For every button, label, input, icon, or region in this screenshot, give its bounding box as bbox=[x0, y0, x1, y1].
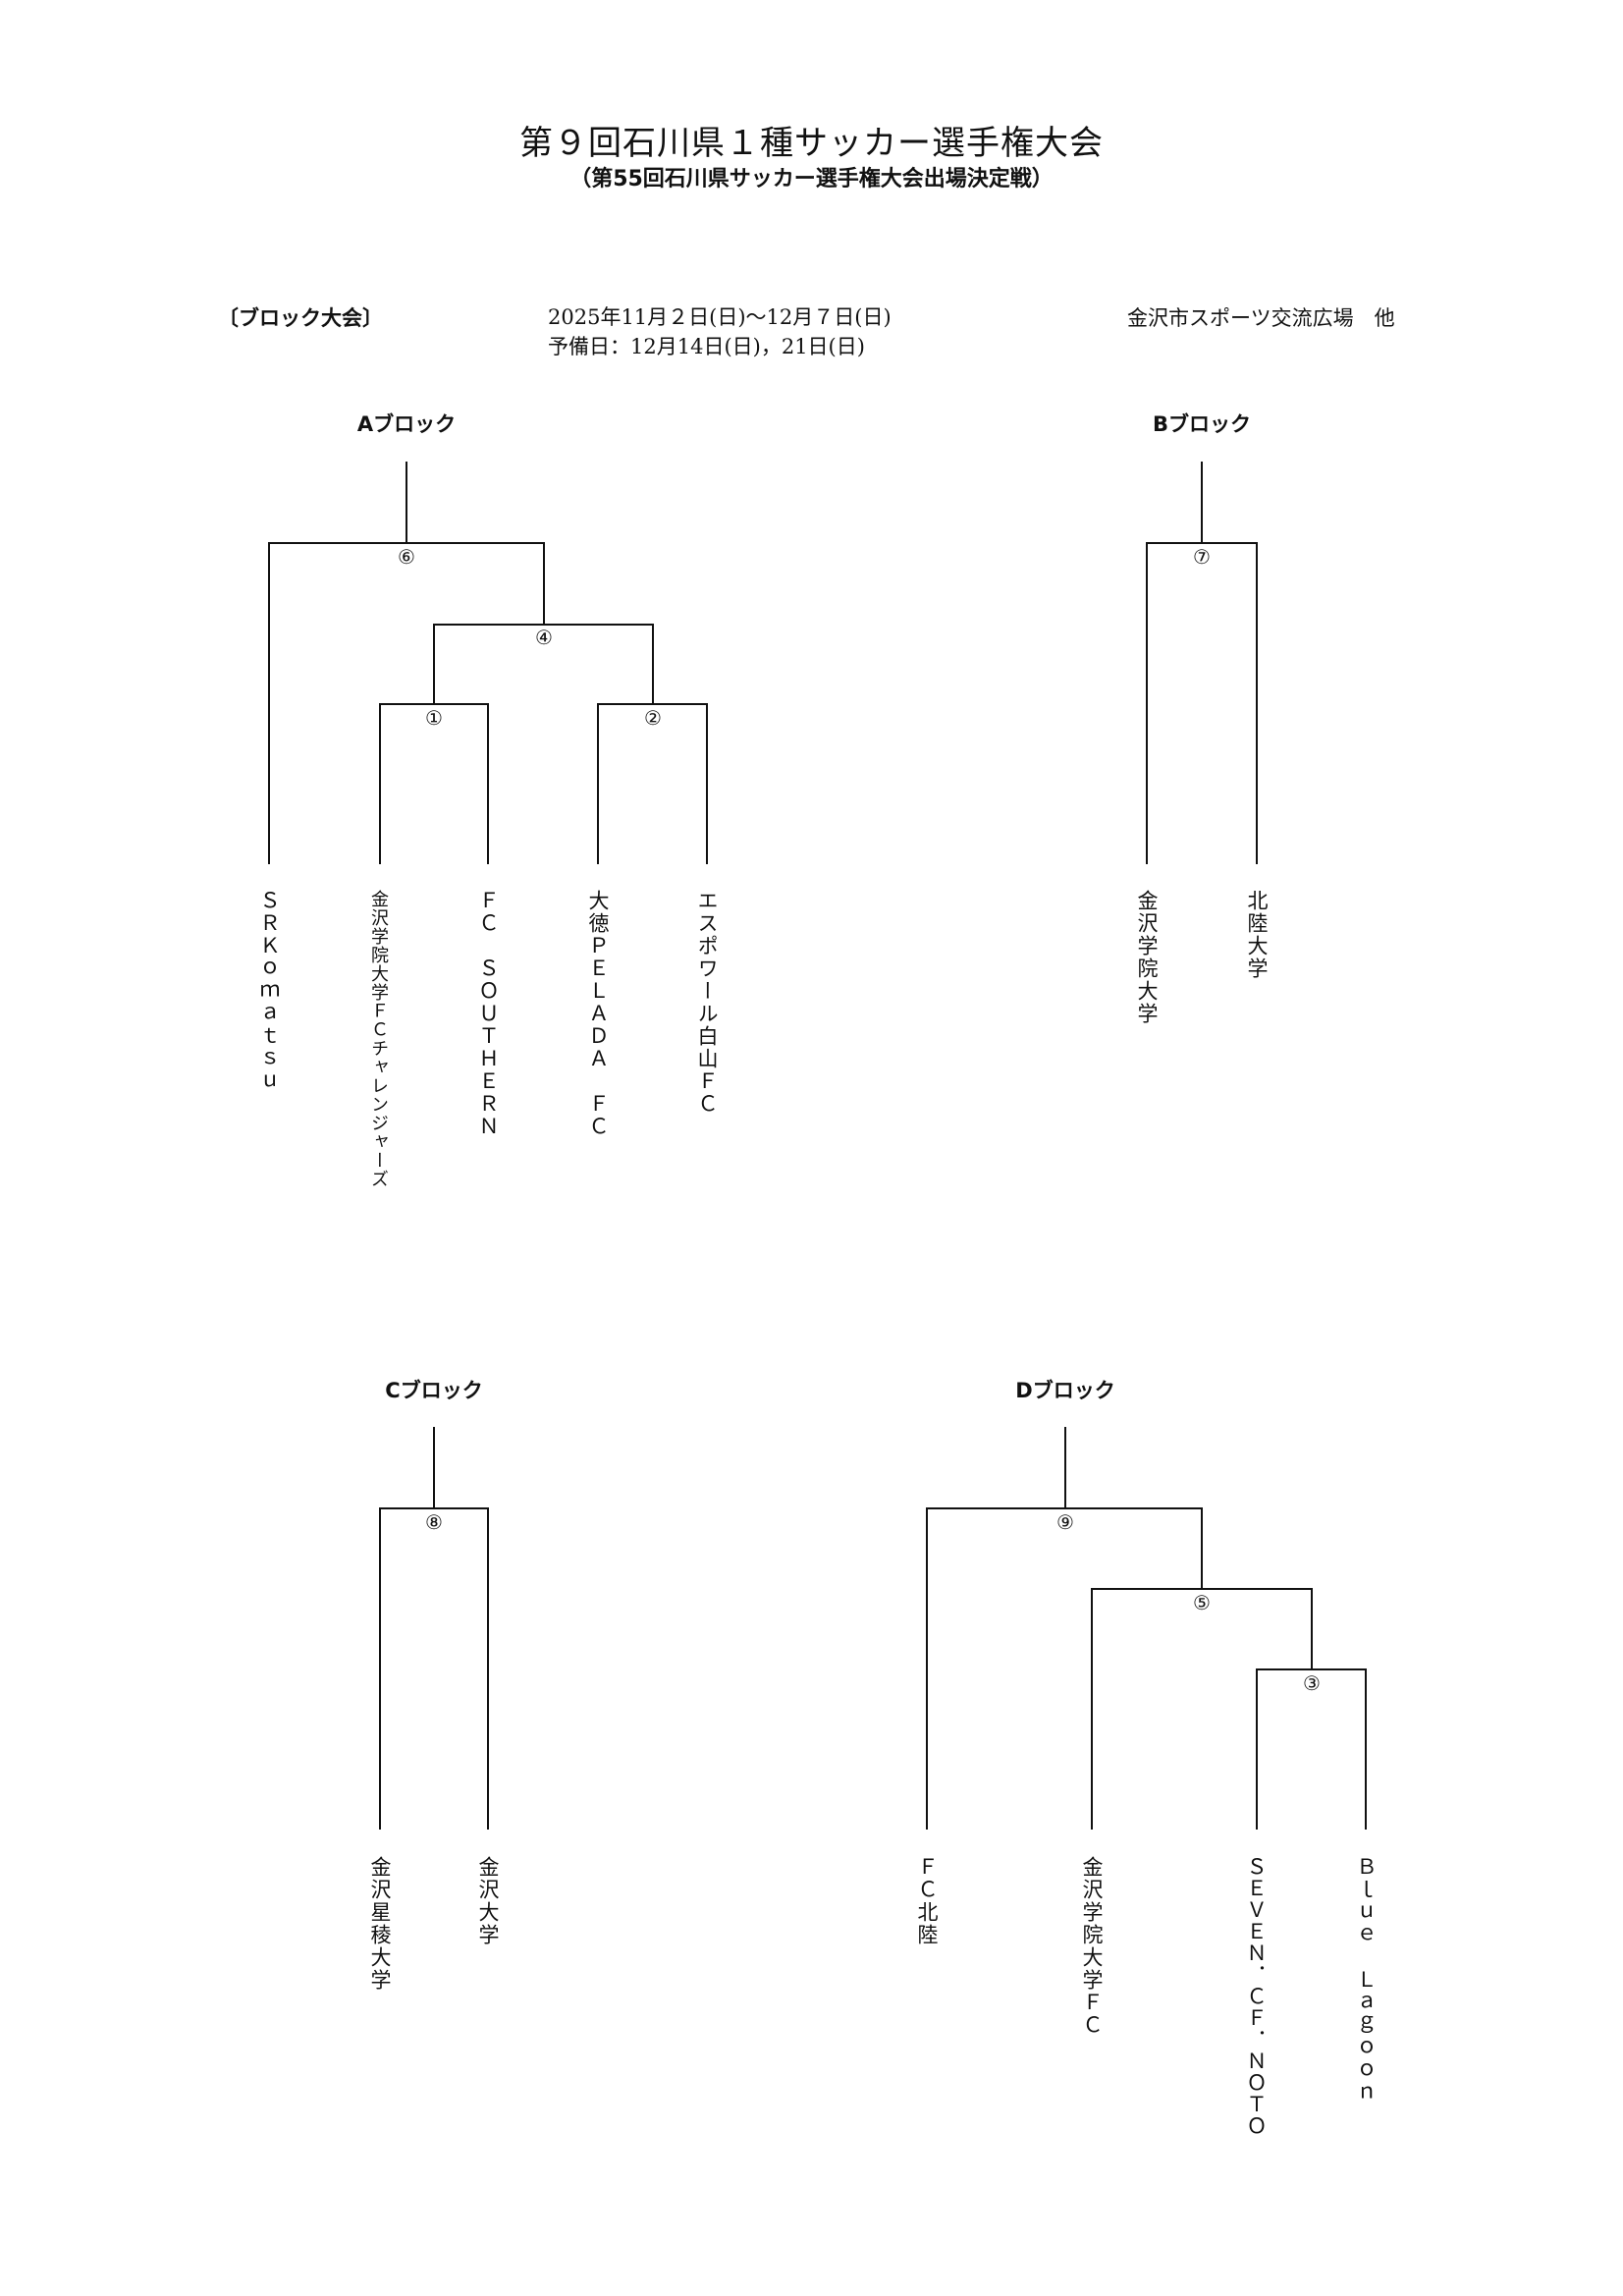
team-espoir-hakusan-fc: エスポワール白山ＦＣ bbox=[695, 890, 719, 1116]
dates-reserve: 予備日：12月14日(日)，21日(日) bbox=[548, 335, 865, 358]
team-blue-lagoon: Ｂｌｕｅ Ｌａｇｏｏｎ bbox=[1354, 1856, 1378, 2105]
match-number-d5: ⑤ bbox=[1193, 1591, 1211, 1614]
b-match7-bracket bbox=[1146, 542, 1258, 864]
venue: 金沢市スポーツ交流広場 他 bbox=[1127, 306, 1395, 330]
team-daitoku-pelada-fc: 大徳ＰＥＬＡＤＡ ＦＣ bbox=[586, 890, 610, 1138]
a-match1-bracket bbox=[379, 703, 489, 864]
team-kanazawa-gakuin-fc-challengers: 金沢学院大学ＦＣチャレンジャーズ bbox=[368, 890, 389, 1188]
a-match4-bracket bbox=[433, 624, 654, 704]
match-number-a6: ⑥ bbox=[398, 545, 415, 569]
team-hokuriku-univ: 北陸大学 bbox=[1245, 890, 1269, 980]
block-a-heading: Aブロック bbox=[356, 412, 457, 436]
match-number-a4: ④ bbox=[535, 626, 553, 649]
team-kanazawa-seiryo-univ: 金沢星稜大学 bbox=[368, 1856, 392, 1992]
d-match5-bracket bbox=[1091, 1588, 1313, 1830]
a-match2-bracket bbox=[597, 703, 708, 864]
team-kanazawa-univ: 金沢大学 bbox=[476, 1856, 500, 1946]
match-number-b7: ⑦ bbox=[1193, 545, 1211, 569]
team-seven-cf-noto: ＳＥＶＥＮ．ＣＦ．ＮＯＴＯ bbox=[1244, 1856, 1268, 2137]
page-subtitle: （第55回石川県サッカー選手権大会出場決定戦） bbox=[569, 167, 1054, 191]
team-kanazawa-gakuin-univ: 金沢学院大学 bbox=[1135, 890, 1159, 1025]
block-b-heading: Bブロック bbox=[1152, 412, 1251, 436]
match-number-d9: ⑨ bbox=[1056, 1510, 1074, 1534]
match-number-a1: ① bbox=[425, 706, 443, 730]
team-srkomatsu: ＳＲＫｏｍａｔｓｕ bbox=[257, 890, 281, 1093]
d-match9-bracket bbox=[926, 1507, 1203, 1830]
tournament-dates: 2025年11月２日(日)～12月７日(日) 予備日：12月14日(日)，21日… bbox=[548, 302, 892, 361]
d-match3-bracket bbox=[1256, 1668, 1367, 1830]
section-label: 〔ブロック大会〕 bbox=[218, 306, 383, 330]
team-kanazawa-gakuin-univ-fc: 金沢学院大学ＦＣ bbox=[1080, 1856, 1104, 2037]
page-title: 第９回石川県１種サッカー選手権大会 bbox=[519, 124, 1104, 163]
team-fc-hokuriku: ＦＣ北陸 bbox=[915, 1856, 939, 1946]
dates-main: 2025年11月２日(日)～12月７日(日) bbox=[548, 305, 892, 329]
team-fc-southern: ＦＣ ＳＯＵＴＨＥＲＮ bbox=[476, 890, 500, 1138]
block-d-heading: Dブロック bbox=[1015, 1379, 1115, 1402]
a-match6-bracket bbox=[268, 542, 545, 864]
match-number-a2: ② bbox=[644, 706, 662, 730]
match-number-d3: ③ bbox=[1303, 1671, 1321, 1695]
c-match8-bracket bbox=[379, 1507, 489, 1830]
block-c-heading: Cブロック bbox=[385, 1379, 483, 1402]
match-number-c8: ⑧ bbox=[425, 1510, 443, 1534]
